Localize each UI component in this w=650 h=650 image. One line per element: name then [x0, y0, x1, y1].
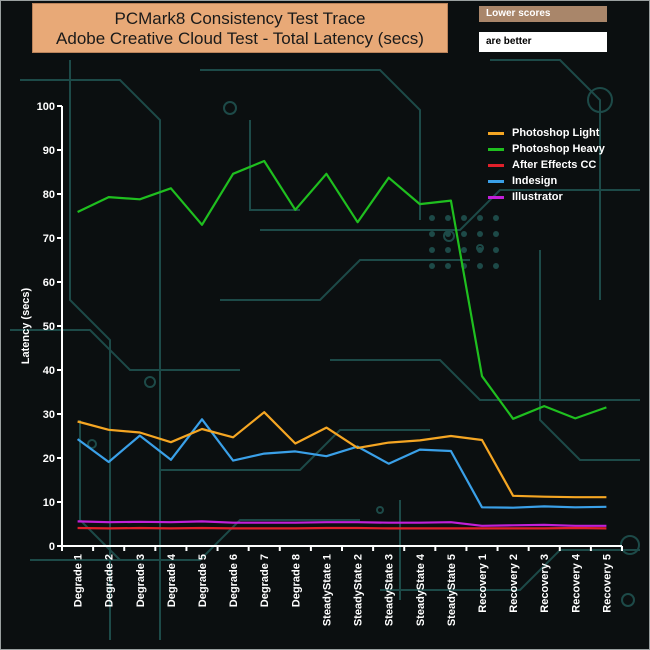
circuit-trace [79, 420, 121, 561]
circuit-trace [539, 250, 640, 461]
y-tick-label: 40 [43, 365, 55, 377]
x-tick-label: SteadyState 5 [446, 554, 458, 626]
circuit-trace [220, 259, 470, 301]
circuit-node [223, 101, 237, 115]
y-tick-label: 60 [43, 277, 55, 289]
are-better-note: are better [479, 32, 607, 52]
circuit-trace [200, 69, 421, 220]
circuit-trace [10, 329, 240, 371]
circuit-dot [493, 215, 499, 221]
legend-swatch [488, 196, 504, 199]
y-tick-label: 20 [43, 453, 55, 465]
circuit-trace [160, 429, 430, 471]
series-line-indesign [76, 418, 607, 509]
x-tick-label: Degrade 6 [228, 554, 240, 607]
circuit-dot [445, 263, 451, 269]
y-tick-label: 30 [43, 409, 55, 421]
x-tick-label: Recovery 5 [601, 554, 613, 613]
circuit-node [620, 535, 640, 555]
circuit-trace [380, 549, 640, 591]
series-line-illustrator [77, 520, 607, 527]
circuit-dot [461, 231, 467, 237]
series-line-photoshop-light [77, 411, 607, 499]
circuit-node [621, 593, 635, 607]
x-tick-label: Recovery 1 [477, 554, 489, 613]
circuit-node [587, 87, 613, 113]
x-tick-label: SteadyState 3 [384, 554, 396, 626]
x-tick-label: Recovery 3 [539, 554, 551, 613]
legend-item-photoshop-heavy: Photoshop Heavy [488, 141, 638, 157]
legend-label: Photoshop Heavy [512, 143, 605, 155]
y-tick-label: 10 [43, 497, 55, 509]
y-tick-label: 80 [43, 189, 55, 201]
circuit-trace [30, 519, 360, 561]
x-tick-label: SteadyState 2 [353, 554, 365, 626]
legend-swatch [488, 164, 504, 167]
x-tick-label: Recovery 4 [570, 553, 582, 613]
series-lines [76, 159, 607, 530]
x-tick-label: Degrade 3 [135, 554, 147, 607]
x-tick-label: Recovery 2 [508, 554, 520, 613]
circuit-dot [477, 263, 483, 269]
series-line-photoshop-heavy [77, 159, 607, 420]
circuit-dot [461, 247, 467, 253]
legend-item-indesign: Indesign [488, 173, 638, 189]
x-tick-label: Degrade 8 [290, 554, 302, 607]
legend-label: Photoshop Light [512, 127, 600, 139]
circuit-dot [493, 247, 499, 253]
circuit-node [443, 230, 455, 242]
circuit-dot [477, 231, 483, 237]
y-tick-label: 100 [37, 101, 55, 113]
circuit-dot [461, 215, 467, 221]
circuit-decoration [10, 59, 640, 640]
circuit-dot [445, 231, 451, 237]
circuit-dot [429, 215, 435, 221]
circuit-trace [330, 359, 640, 401]
circuit-dot [493, 231, 499, 237]
circuit-node [87, 439, 97, 449]
circuit-dot [429, 263, 435, 269]
circuit-trace [249, 120, 300, 211]
circuit-dot [493, 263, 499, 269]
legend-label: After Effects CC [512, 159, 597, 171]
legend-swatch [488, 132, 504, 135]
circuit-dot [477, 215, 483, 221]
lower-scores-note: Lower scores [479, 6, 607, 22]
y-tick-label: 70 [43, 233, 55, 245]
circuit-dot [445, 215, 451, 221]
x-tick-label: Degrade 4 [166, 553, 178, 607]
circuit-dot [429, 231, 435, 237]
circuit-dot [429, 247, 435, 253]
circuit-dot [477, 247, 483, 253]
circuit-dot [445, 247, 451, 253]
legend-label: Illustrator [512, 191, 563, 203]
y-tick-label: 0 [49, 541, 55, 553]
x-tick-label: Degrade 5 [197, 554, 209, 607]
legend-item-illustrator: Illustrator [488, 189, 638, 205]
legend-label: Indesign [512, 175, 558, 187]
legend-item-photoshop-light: Photoshop Light [488, 125, 638, 141]
x-tick-label: Degrade 7 [259, 554, 271, 607]
x-tick-label: SteadyState 1 [321, 554, 333, 626]
chart-title-line-1: PCMark8 Consistency Test Trace [114, 9, 366, 28]
y-tick-label: 50 [43, 321, 55, 333]
x-tick-label: SteadyState 4 [415, 553, 427, 626]
y-tick-label: 90 [43, 145, 55, 157]
circuit-trace [490, 59, 601, 300]
circuit-node [144, 376, 156, 388]
circuit-trace [69, 60, 111, 640]
circuit-trace [260, 189, 640, 231]
legend-item-after-effects: After Effects CC [488, 157, 638, 173]
chart-title-box: PCMark8 Consistency Test Trace Adobe Cre… [32, 3, 448, 53]
legend-swatch [488, 180, 504, 183]
x-tick-label: Degrade 2 [104, 554, 116, 607]
x-tick-label: Degrade 1 [73, 554, 85, 607]
circuit-node [376, 506, 384, 514]
legend-swatch [488, 148, 504, 151]
chart-legend: Photoshop Light Photoshop Heavy After Ef… [488, 125, 638, 205]
y-axis-title: Latency (secs) [20, 287, 32, 364]
chart-title-line-2: Adobe Creative Cloud Test - Total Latenc… [56, 29, 424, 48]
